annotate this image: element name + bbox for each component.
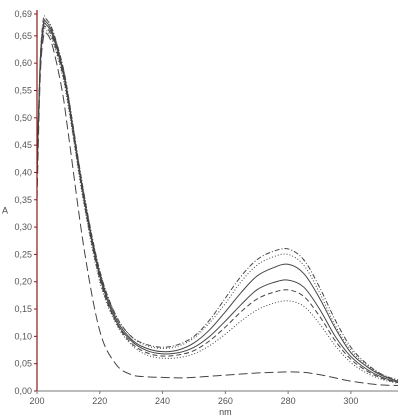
x-tick-label: 240	[155, 396, 170, 406]
y-tick-label: 0,20	[14, 277, 32, 287]
y-tick-label: 0,05	[14, 359, 32, 369]
y-tick-label: 0,40	[14, 167, 32, 177]
series-line-5	[36, 25, 399, 384]
y-tick-label: 0,25	[14, 249, 32, 259]
series-line-1	[36, 15, 399, 381]
y-axis-label: A	[2, 205, 8, 215]
series-group	[36, 15, 399, 387]
y-tick-label: 0,50	[14, 113, 32, 123]
y-tick-label: 0,35	[14, 195, 32, 205]
x-axis-label: nm	[219, 407, 232, 417]
series-line-3	[36, 19, 399, 382]
y-tick-label: 0,10	[14, 331, 32, 341]
series-line-7	[36, 31, 399, 387]
y-axis-ticks: 0,00 0,05 0,10 0,15 0,20 0,25 0,30 0,35 0,40 0,45…	[14, 9, 37, 396]
x-tick-label: 280	[281, 396, 296, 406]
series-line-2	[36, 18, 399, 381]
x-tick-label: 260	[218, 396, 233, 406]
y-tick-label: 0,00	[14, 386, 32, 396]
y-tick-label: 0,55	[14, 85, 32, 95]
y-tick-label: 0,30	[14, 222, 32, 232]
y-tick-label: 0,15	[14, 304, 32, 314]
y-tick-label: 0,65	[14, 31, 32, 41]
series-line-4	[36, 22, 399, 383]
series-line-6	[36, 28, 399, 384]
y-tick-label: 0,45	[14, 140, 32, 150]
x-tick-label: 200	[29, 396, 44, 406]
x-tick-label: 300	[343, 396, 358, 406]
x-tick-label: 220	[92, 396, 107, 406]
y-tick-label: 0,60	[14, 58, 32, 68]
x-axis-ticks: 200 220 240 260 280 300	[29, 391, 358, 406]
y-tick-label: 0,69	[14, 9, 32, 19]
